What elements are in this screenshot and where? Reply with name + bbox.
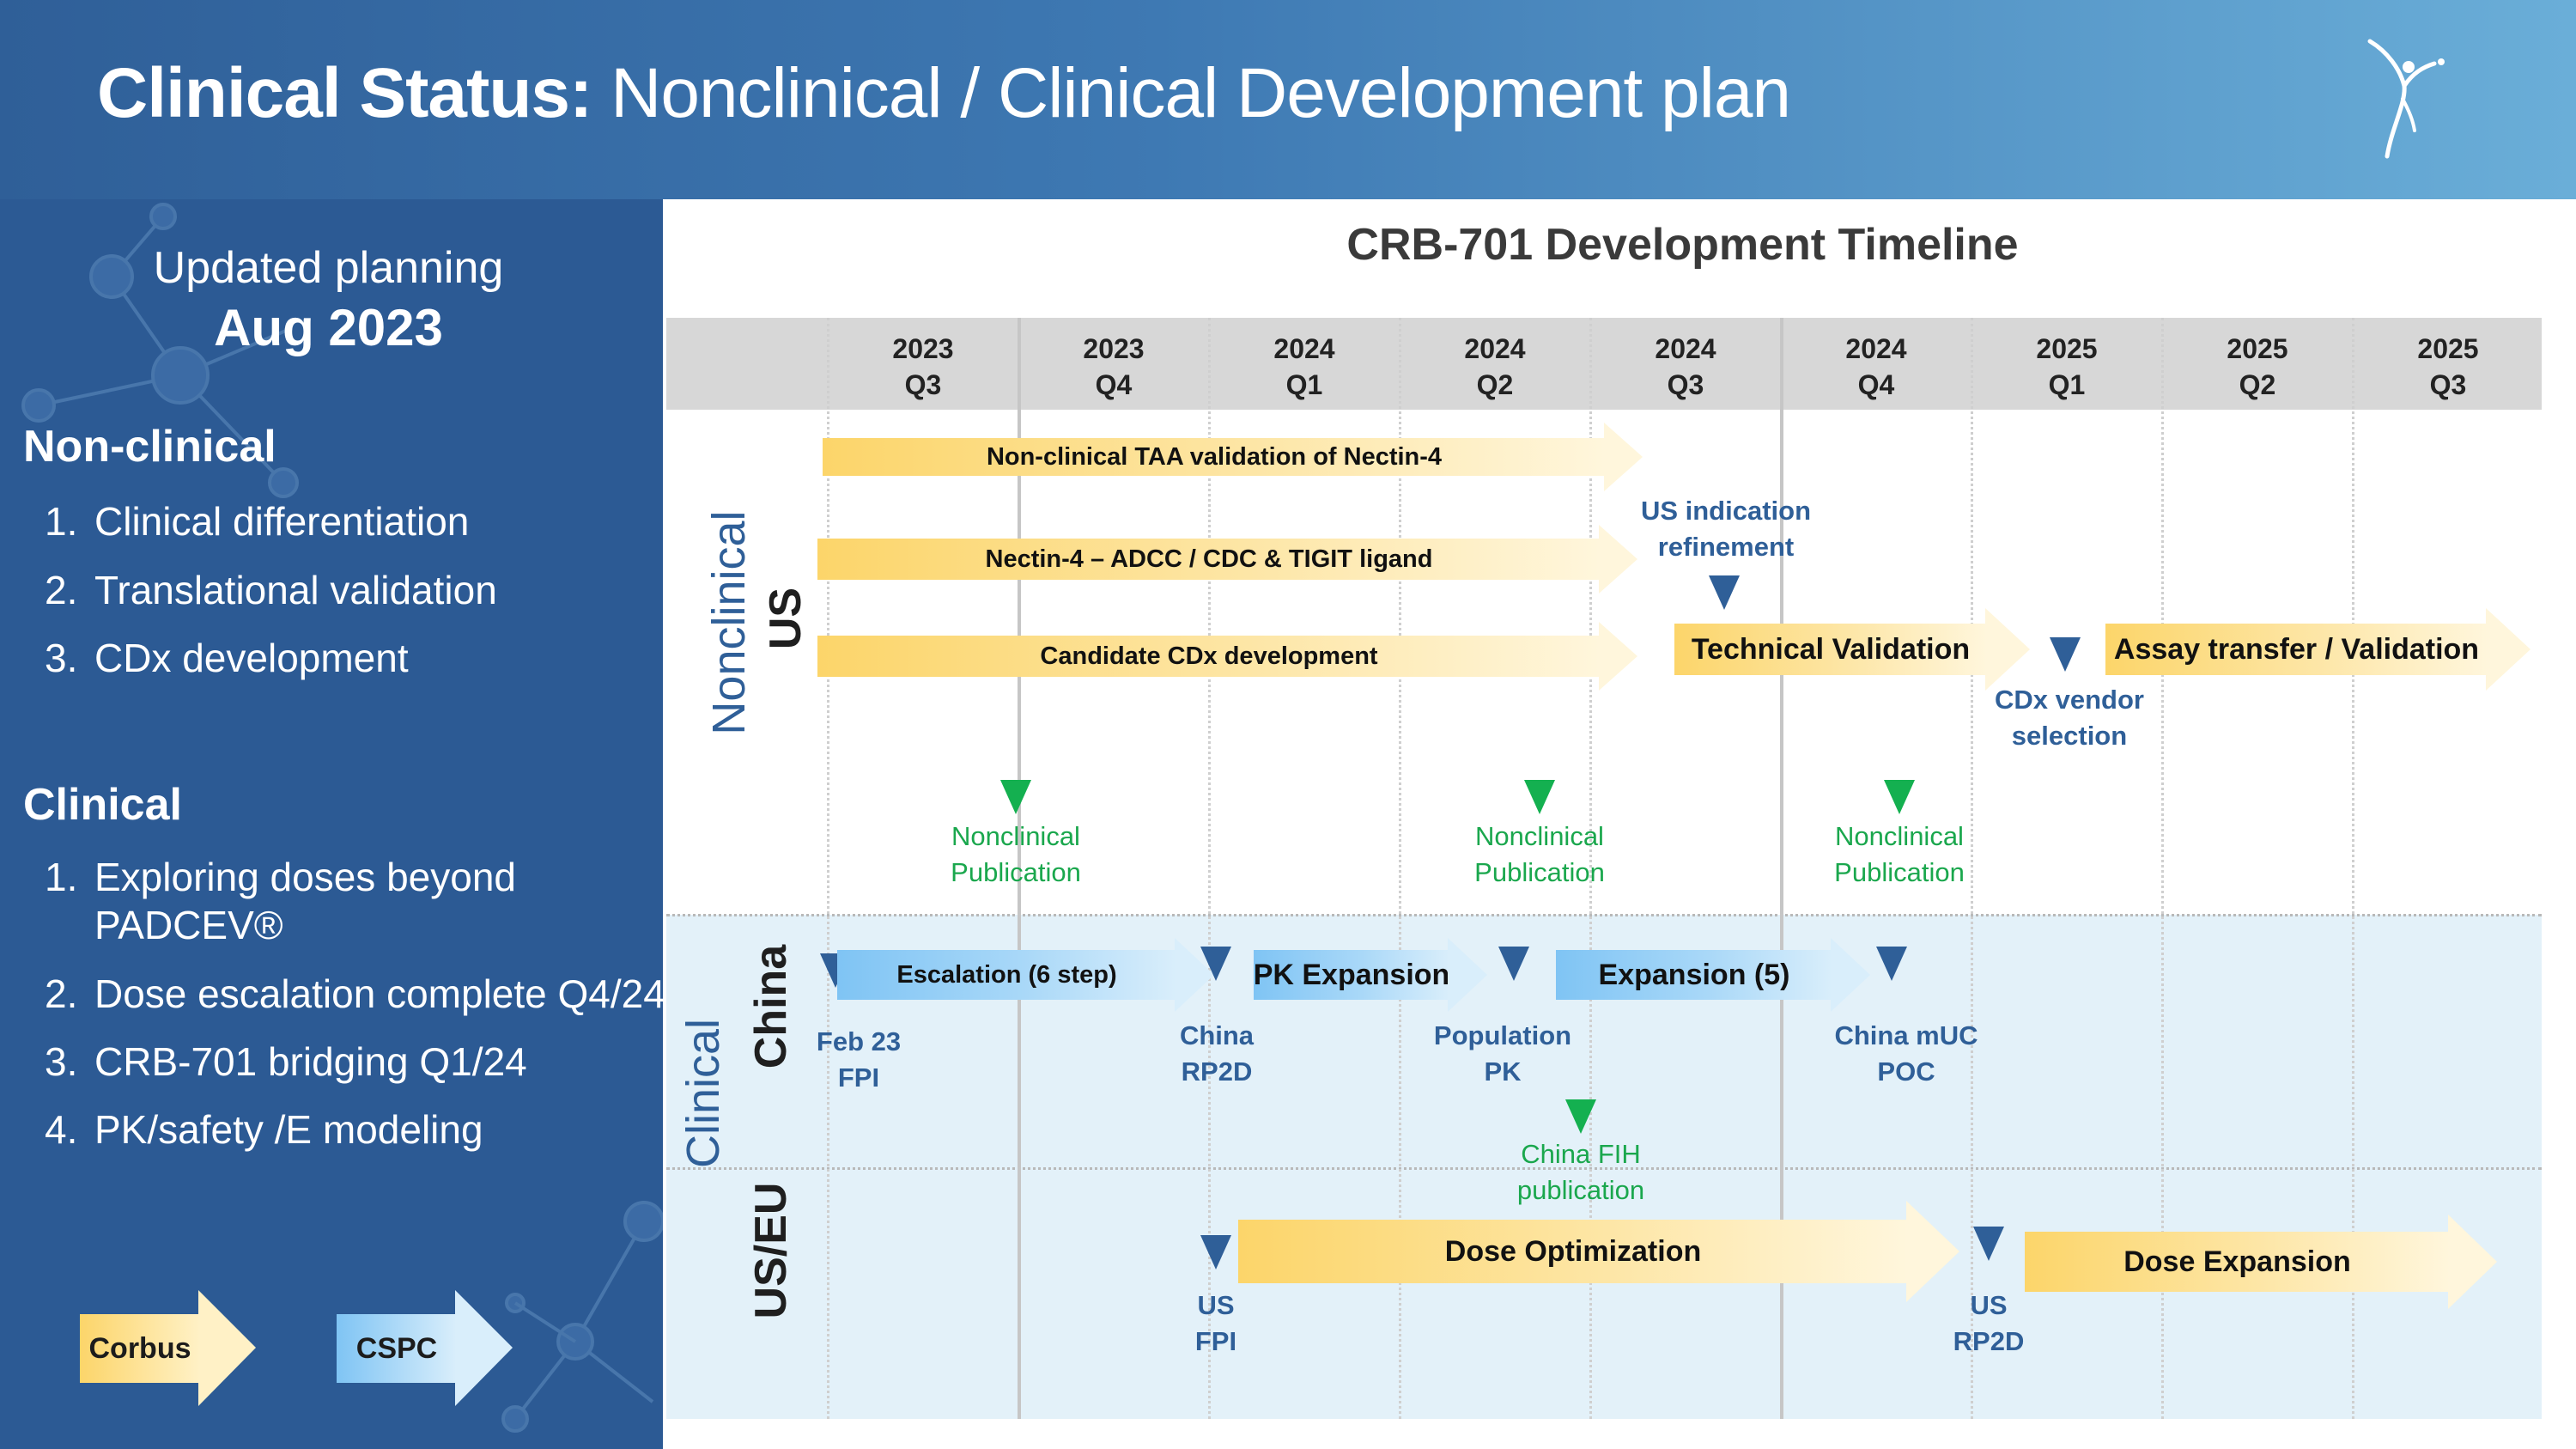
grid-line [1971,318,1973,1419]
publication-marker-icon [1000,780,1031,814]
nonclinical-heading: Non-clinical [23,422,276,472]
list-item-continued: PADCEV® [94,903,283,947]
milestone-marker-icon [1498,947,1529,981]
quarter-label: 2024 Q4 [1845,333,1907,400]
publication-marker-icon [1565,1099,1596,1134]
planning-label: Updated planning [153,243,504,293]
list-item: 3. CRB-701 bridging Q1/24 [45,1039,527,1084]
milestone-marker-icon [1200,947,1231,981]
milestone-label: Nonclinical Publication [951,821,1081,887]
task-bar-expansion-5: Expansion (5) [1556,938,1870,1012]
row-clinical-useu [666,1168,2542,1419]
quarter-header-band [666,318,2542,410]
publication-marker-icon [1524,780,1555,814]
list-item: 3. CDx development [45,636,409,680]
grid-line [2161,318,2164,1419]
task-bar-cdx: Candidate CDx development [817,622,1637,691]
row-label-clinical: Clinical [677,1018,729,1169]
quarter-label: 2025 Q2 [2227,333,2288,400]
row-divider [666,1167,2542,1170]
task-bar-taa: Non-clinical TAA validation of Nectin-4 [823,423,1643,491]
list-item: 1. Exploring doses beyond [45,855,516,899]
publication-marker-icon [1884,780,1915,814]
milestone-label: China FIH publication [1516,1139,1645,1205]
page-title: Clinical Status: Nonclinical / Clinical … [97,54,1791,132]
list-item: 2. Dose escalation complete Q4/24 [45,971,663,1016]
grid-line [1018,318,1021,1419]
row-label-nonclinical: Nonclinical [703,510,755,735]
milestone-label: US FPI [1194,1290,1237,1356]
milestone-marker-icon [2050,637,2081,672]
grid-line [1780,318,1783,1419]
grid-line [827,318,829,1419]
milestone-marker-icon [1709,575,1740,610]
milestone-label: China mUC POC [1834,1020,1978,1087]
list-item: 1. Clinical differentiation [45,499,470,544]
quarter-label: 2023 Q3 [892,333,954,400]
timeline-title: CRB-701 Development Timeline [1346,220,2019,270]
task-bar-assay-transfer: Assay transfer / Validation [2105,608,2530,691]
quarter-label: 2025 Q3 [2417,333,2479,400]
milestone-label: CDx vendor selection [1995,685,2144,751]
milestone-label: US RP2D [1953,1290,2025,1356]
row-label-us: US [761,587,811,650]
corbus-logo-icon [2367,39,2445,159]
molecule-decoration-icon [21,203,663,1433]
quarter-label: 2025 Q1 [2036,333,2098,400]
grid-line [1399,318,1401,1419]
row-label-useu: US/EU [746,1182,796,1319]
task-bar-dose-expansion: Dose Expansion [2025,1215,2497,1309]
row-divider [666,914,2542,916]
milestone-label: Nonclinical Publication [1834,821,1965,887]
clinical-heading: Clinical [23,780,182,830]
quarter-label: 2024 Q2 [1464,333,1526,400]
planning-date: Aug 2023 [214,299,443,356]
milestone-marker-icon [1876,947,1907,981]
legend-cspc: CSPC [337,1290,513,1406]
milestone-label: China RP2D [1179,1020,1255,1087]
sidebar-panel: Updated planning Aug 2023 Non-clinical 1… [0,199,663,1449]
quarter-label: 2024 Q3 [1655,333,1716,400]
task-bar-escalation: Escalation (6 step) [837,938,1215,1012]
list-item: 4. PK/safety /E modeling [45,1107,483,1152]
task-bar-technical-validation: Technical Validation [1674,608,2030,691]
milestone-marker-icon [1200,1235,1231,1269]
quarter-label: 2023 Q4 [1083,333,1145,400]
task-bar-adcc: Nectin-4 – ADCC / CDC & TIGIT ligand [817,525,1637,594]
grid-line [2352,318,2354,1419]
milestone-label: Nonclinical Publication [1474,821,1605,887]
grid-line [1208,318,1211,1419]
task-bar-dose-optimization: Dose Optimization [1238,1201,1959,1302]
milestone-label: Population PK [1433,1020,1572,1087]
row-label-china: China [746,944,796,1069]
grid-line [1589,318,1592,1419]
list-item: 2. Translational validation [45,568,497,612]
header-bar [0,0,2576,199]
milestone-label: US indication refinement [1640,496,1812,562]
milestone-marker-icon [1973,1227,2004,1261]
task-bar-pk-expansion: PK Expansion [1254,938,1487,1012]
quarter-label: 2024 Q1 [1273,333,1335,400]
legend-corbus: Corbus [80,1290,256,1406]
milestone-label: Feb 23 FPI [816,1026,902,1093]
